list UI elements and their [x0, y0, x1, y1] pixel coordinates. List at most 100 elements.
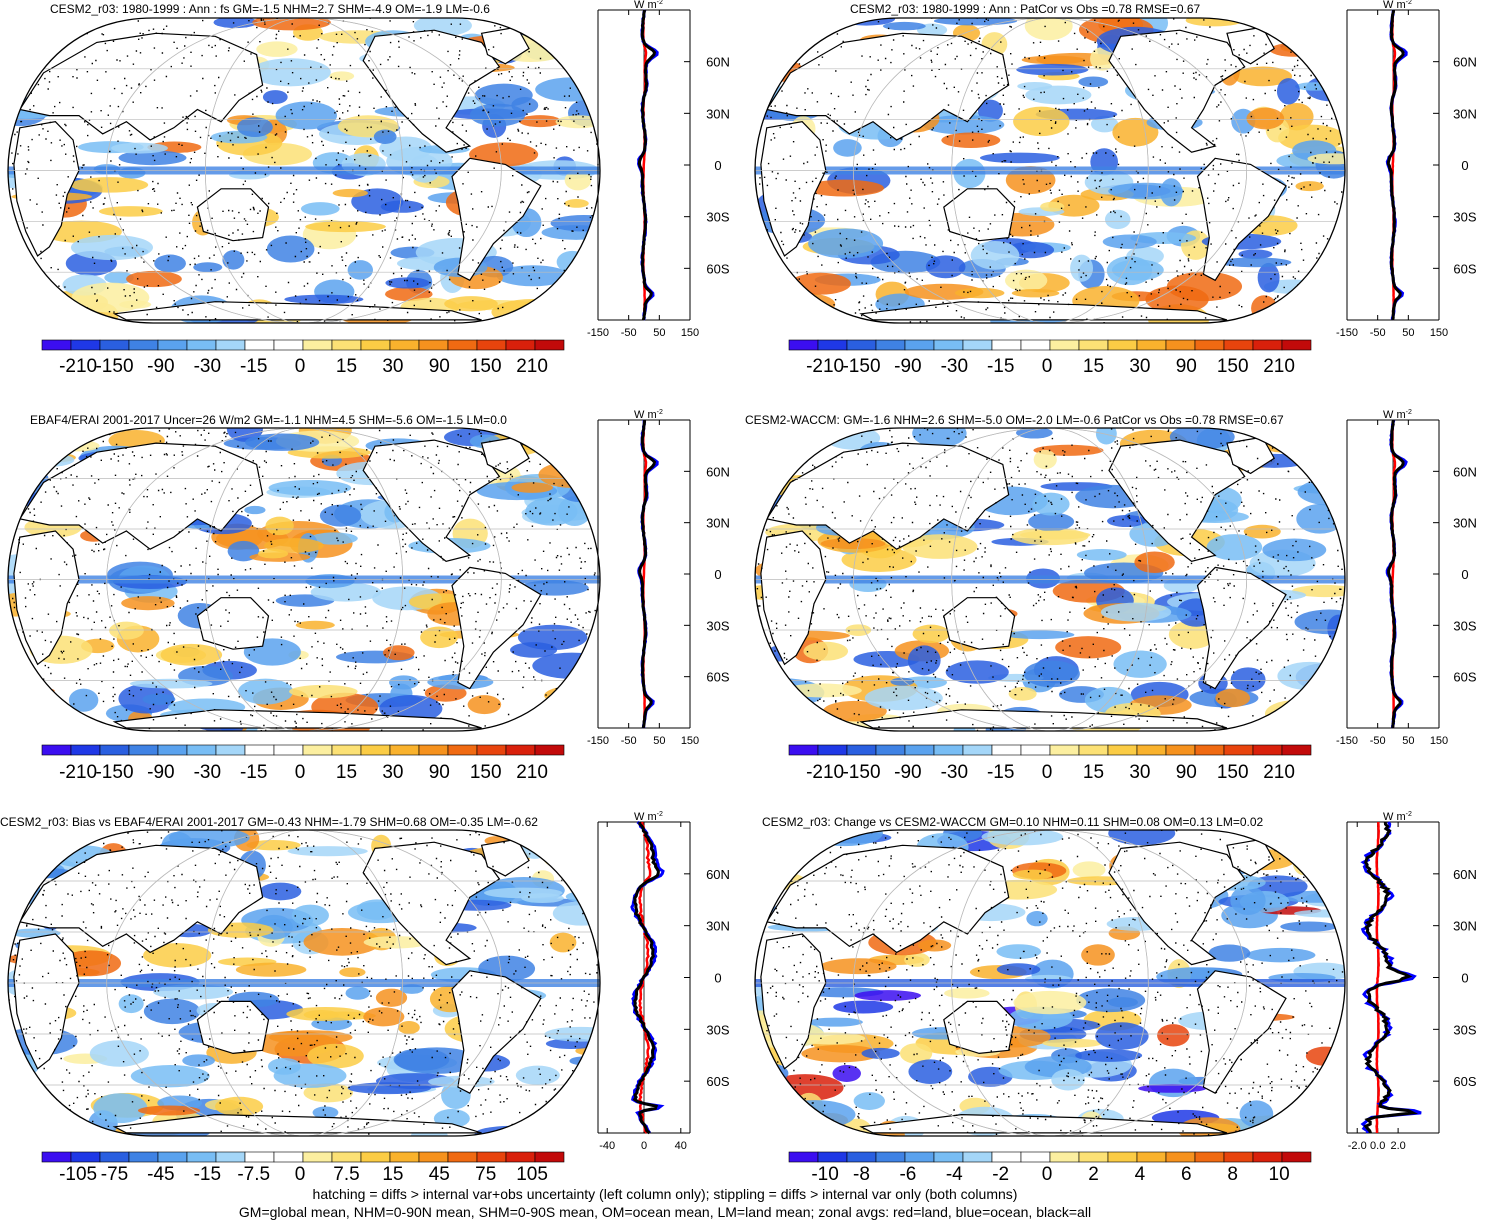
field-blob: [944, 987, 990, 999]
field-blob: [1112, 117, 1159, 147]
field-blob: [917, 939, 952, 952]
zonal-panel: -150 -50 50 150 W m-2 60N 30N 0 30S 60S: [587, 409, 730, 747]
field-blob: [941, 132, 1001, 148]
field-blob: [467, 695, 502, 715]
field-blob: [143, 943, 212, 968]
field-blob: [790, 272, 851, 295]
colorbar-swatch: [389, 339, 420, 351]
field-blob: [555, 115, 600, 129]
field-blob: [945, 660, 1009, 684]
field-blob: [291, 904, 329, 927]
colorbar: -210-150 -90 -30 -15 0 15 30 90 150 210: [41, 339, 565, 377]
field-blob: [142, 693, 176, 705]
field-blob: [550, 214, 600, 232]
zonal-units: W m-2: [634, 0, 663, 11]
field-blob: [1218, 257, 1292, 268]
field-blob: [1246, 947, 1316, 963]
field-blob: [755, 297, 772, 313]
zonal-x-tick-label: 2.0: [1390, 1140, 1405, 1152]
colorbar-swatch: [215, 339, 246, 351]
zonal-x-tick-label: 50: [1402, 735, 1414, 747]
colorbar-label: 2: [1088, 1164, 1099, 1185]
colorbar-swatch: [933, 1151, 964, 1163]
colorbar-swatch: [41, 339, 72, 351]
field-blob: [539, 428, 590, 448]
zonal-x-tick-label: 0.0: [1370, 1140, 1385, 1152]
continent: [1108, 439, 1246, 562]
field-blob: [1004, 630, 1075, 640]
colorbar-label: -150: [95, 762, 133, 783]
colorbar-swatch: [846, 339, 877, 351]
continent: [13, 530, 80, 666]
colorbar-swatch: [215, 1151, 246, 1163]
field-blob: [215, 1096, 264, 1117]
colorbar-swatch: [875, 744, 906, 756]
colorbar-swatch: [128, 744, 159, 756]
field-blob: [1075, 1049, 1143, 1062]
zonal-lat-label: 60N: [706, 464, 730, 479]
colorbar-swatch: [157, 339, 188, 351]
field-blob: [890, 677, 915, 686]
field-blob: [518, 115, 562, 128]
field-blob: [545, 20, 580, 48]
colorbar-swatch: [1165, 1151, 1196, 1163]
field-blob: [236, 117, 273, 138]
field-blob: [1333, 830, 1345, 847]
graticule-lon: [951, 830, 1149, 1136]
field-blob: [567, 697, 600, 714]
field-blob: [1020, 530, 1091, 540]
graticule-lon: [852, 830, 1248, 1136]
field-blob: [1016, 428, 1053, 439]
zonal-x-tick-label: -50: [621, 327, 637, 339]
colorbar-swatch: [70, 339, 101, 351]
field-blob: [1283, 1118, 1339, 1136]
field-blob: [496, 265, 570, 287]
field-blob: [1295, 82, 1335, 91]
colorbar-label: -90: [147, 356, 174, 377]
zonal-lat-label: 30S: [1453, 210, 1476, 225]
field-blob: [532, 652, 600, 679]
zonal-lat-label: 60N: [1453, 867, 1477, 882]
field-blob: [8, 1107, 40, 1123]
field-blob: [1239, 1100, 1274, 1128]
colorbar-swatch: [244, 744, 275, 756]
field-blob: [1108, 182, 1184, 200]
field-blob: [1230, 667, 1266, 692]
footer-line-1: hatching = diffs > internal var+obs unce…: [312, 1186, 1018, 1202]
zonal-panel: -150 -50 50 150 W m-2 60N 30N 0 30S 60S: [587, 0, 730, 339]
colorbar-label: 30: [382, 356, 403, 377]
colorbar-label: 7.5: [333, 1164, 359, 1185]
colorbar-swatch: [1136, 339, 1167, 351]
field-blob: [793, 1032, 866, 1045]
field-blob: [379, 136, 433, 161]
colorbar-swatch: [788, 744, 819, 756]
colorbar-swatch: [186, 339, 217, 351]
graticule-lon: [852, 18, 1248, 323]
field-blob: [319, 504, 362, 527]
colorbar-swatch: [991, 744, 1022, 756]
colorbar-label: -30: [941, 762, 968, 783]
field-blob: [996, 963, 1041, 976]
colorbar-label: 0: [1042, 762, 1053, 783]
colorbar-label: 105: [516, 1164, 548, 1185]
field-blob: [1070, 254, 1094, 282]
field-blob: [525, 497, 578, 526]
colorbar-label: 15: [336, 762, 357, 783]
colorbar-label: 8: [1227, 1164, 1238, 1185]
zonal-lat-label: 30N: [1453, 919, 1477, 934]
field-blob: [552, 901, 600, 926]
field-blob: [854, 990, 922, 1001]
field-blob: [89, 1040, 149, 1067]
zonal-lat-label: 60N: [1453, 464, 1477, 479]
field-blob: [833, 1000, 894, 1014]
colorbar-swatch: [1252, 1151, 1283, 1163]
colorbar-swatch: [1223, 339, 1254, 351]
field-blob: [767, 292, 836, 317]
colorbar-label: 150: [470, 356, 502, 377]
field-blob: [469, 142, 539, 167]
field-blob: [345, 986, 370, 1000]
field-blob: [137, 1105, 201, 1116]
field-blob: [275, 101, 338, 130]
field-blob: [564, 199, 589, 208]
field-blob: [70, 177, 149, 193]
